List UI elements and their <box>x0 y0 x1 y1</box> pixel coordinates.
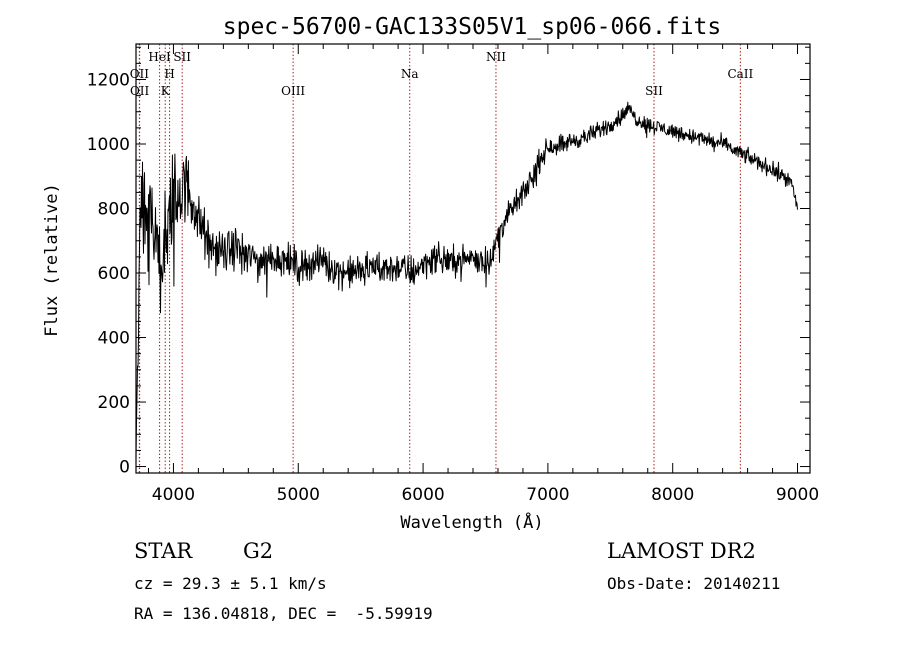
line-marker-label: OII <box>130 67 150 81</box>
y-tick-label: 1200 <box>87 70 130 90</box>
y-tick-label: 0 <box>119 458 130 478</box>
emission-line-markers: OII OII HeI KH SII OIII Na NII SII CaII <box>130 44 754 473</box>
y-tick-label: 600 <box>98 264 130 284</box>
line-marker-label: SII <box>645 84 663 98</box>
y-axis-label: Flux (relative) <box>42 183 62 337</box>
x-tick-label: 7000 <box>526 485 569 505</box>
line-marker-label: CaII <box>727 67 753 81</box>
y-tick-label: 1000 <box>87 135 130 155</box>
x-tick-label: 8000 <box>651 485 694 505</box>
line-marker-label: OII <box>130 84 150 98</box>
x-tick-label: 9000 <box>776 485 819 505</box>
x-axis-label: Wavelength (Å) <box>400 511 543 533</box>
line-marker-label: SII <box>173 50 191 64</box>
x-axis: 4000 5000 6000 7000 8000 9000 <box>147 44 819 505</box>
object-subclass: G2 <box>243 539 274 563</box>
spectrum-line <box>135 101 798 457</box>
line-marker-label: OIII <box>281 84 305 98</box>
line-marker-label: NII <box>486 50 506 64</box>
survey-name: LAMOST DR2 <box>607 539 756 563</box>
line-marker-label: K <box>161 84 171 98</box>
x-tick-label: 5000 <box>277 485 320 505</box>
y-tick-label: 200 <box>98 393 130 413</box>
sky-coordinates: RA = 136.04818, DEC = -5.59919 <box>134 604 433 623</box>
redshift-readout: cz = 29.3 ± 5.1 km/s <box>134 574 327 593</box>
y-tick-label: 400 <box>98 329 130 349</box>
chart-title: spec-56700-GAC133S05V1_sp06-066.fits <box>223 14 722 40</box>
line-marker-label: H <box>164 67 174 81</box>
line-marker-label: Na <box>401 67 419 81</box>
line-marker-label: HeI <box>148 50 171 64</box>
observation-date: Obs-Date: 20140211 <box>607 574 781 593</box>
x-tick-label: 6000 <box>401 485 444 505</box>
y-tick-label: 800 <box>98 200 130 220</box>
x-tick-label: 4000 <box>152 485 195 505</box>
object-class: STAR <box>134 539 193 563</box>
y-axis: 0 200 400 600 800 1000 1200 <box>87 46 810 478</box>
